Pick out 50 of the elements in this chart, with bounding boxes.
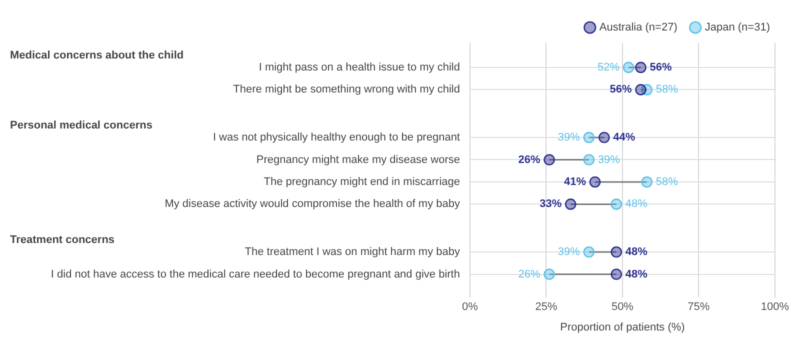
legend-label: Australia (n=27) [599,22,678,34]
y-tick-label: The pregnancy might end in miscarriage [264,176,460,188]
point [622,62,634,74]
data-label: 39% [598,154,620,166]
data-label: 48% [625,246,648,258]
y-tick-label: Pregnancy might make my disease worse [256,154,460,166]
point [610,268,622,280]
data-label: 56% [650,61,672,74]
x-tick-label: 75% [688,301,710,314]
point [635,84,646,96]
point [610,246,622,258]
point [544,154,555,166]
x-tick-label: 100% [760,301,790,314]
data-label: 39% [558,246,580,258]
point [641,176,653,188]
y-tick-label: I was not physically healthy enough to be pregnant [212,132,460,144]
point [589,176,601,188]
y-tick-label: I did not have access to the medical care needed to become pregnant and give birth [50,268,460,280]
point [635,62,646,74]
text: Medical concerns about the child [10,49,184,62]
data-label: 48% [625,198,648,210]
x-tick-label: 50% [611,301,634,314]
y-tick-label: I might pass on a health issue to my child [258,61,460,74]
point [598,132,610,144]
data-label: 56% [610,84,632,96]
data-label: 44% [613,132,636,144]
data-label: 58% [656,176,678,188]
x-tick-label: 0% [462,301,478,314]
data-label: 48% [625,268,648,280]
x-axis-title: Proportion of patients (%) [560,321,685,334]
data-label: 41% [564,176,586,188]
data-label: 33% [540,198,562,210]
data-label: 52% [598,61,620,74]
point [583,132,595,144]
y-tick-label: There might be something wrong with my child [233,84,460,96]
point [544,268,555,280]
y-tick-label: My disease activity would compromise the health of my baby [164,198,460,210]
point [610,198,622,210]
point [564,198,576,210]
y-tick-label: The treatment I was on might harm my baby [244,246,460,258]
point [583,246,595,258]
data-label: 39% [558,132,580,144]
x-tick-label: 25% [535,301,558,314]
data-label: 26% [518,154,540,166]
legend-label: Japan (n=31) [704,22,770,34]
text: Personal medical concerns [10,119,152,132]
data-label: 26% [518,268,540,280]
text: Treatment concerns [10,234,115,246]
point [583,154,595,166]
data-label: 58% [656,84,678,96]
